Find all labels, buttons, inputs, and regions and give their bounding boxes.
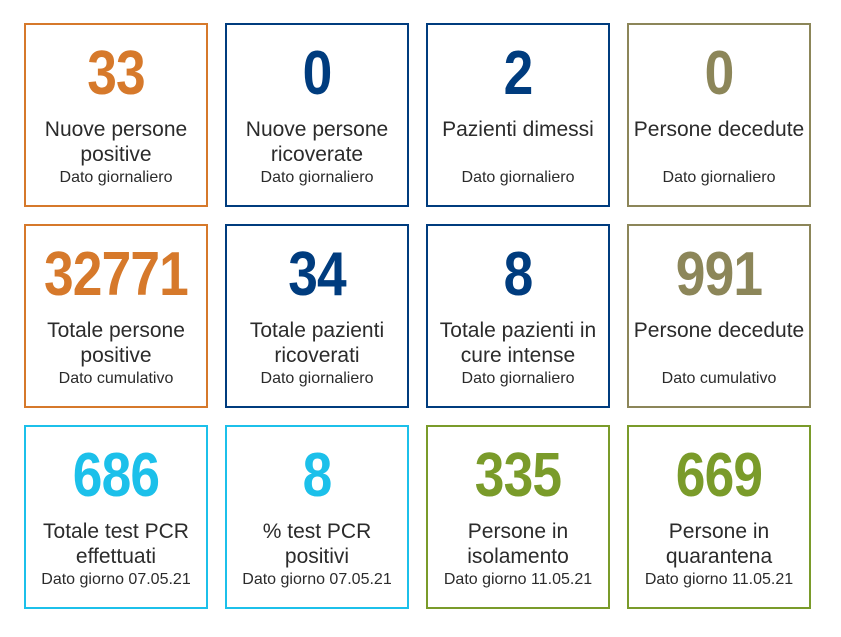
tile-label-text: Totale pazienti in cure intense [439, 319, 597, 367]
tile-discharged: 2 Pazienti dimessi Dato giornaliero [426, 23, 610, 207]
tile-new-hospitalized: 0 Nuove persone ricoverate Dato giornali… [225, 23, 409, 207]
tile-label-text: Totale persone positive [47, 319, 185, 367]
tile-value: 0 [704, 39, 735, 108]
tile-new-positive: 33 Nuove persone positive Dato giornalie… [24, 23, 208, 207]
tile-subtitle: Dato giornaliero [461, 370, 575, 387]
tile-total-positive: 32771 Totale persone positive Dato cumul… [24, 224, 208, 408]
tile-label: Persone in quarantena [633, 519, 805, 569]
tile-label-text: Persone decedute [633, 319, 805, 342]
tile-total-deceased: 991 Persone decedute Dato cumulativo [627, 224, 811, 408]
tile-value: 32771 [44, 240, 189, 309]
tile-value: 8 [302, 441, 333, 510]
tile-value: 669 [675, 441, 763, 510]
tile-total-hospitalized: 34 Totale pazienti ricoverati Dato giorn… [225, 224, 409, 408]
tile-subtitle: Dato giorno 07.05.21 [242, 571, 392, 588]
tile-value: 2 [503, 39, 534, 108]
tile-label: Persone decedute [633, 318, 805, 343]
tile-subtitle: Dato giornaliero [260, 370, 374, 387]
tile-value: 33 [87, 39, 145, 108]
tile-label: Persone decedute [633, 117, 805, 142]
tile-value: 335 [474, 441, 562, 510]
tile-subtitle: Dato giornaliero [260, 169, 374, 186]
tile-label-text: Persone in quarantena [665, 520, 773, 568]
tile-subtitle: Dato giornaliero [461, 169, 575, 186]
tile-subtitle: Dato giorno 11.05.21 [644, 571, 794, 588]
tile-pcr-tests: 686 Totale test PCR effettuati Dato gior… [24, 425, 208, 609]
tile-label: Nuove persone positive [30, 117, 202, 167]
tile-label: Totale test PCR effettuati [30, 519, 202, 569]
tile-new-deceased: 0 Persone decedute Dato giornaliero [627, 23, 811, 207]
tile-label: Pazienti dimessi [432, 117, 604, 142]
tile-label-text: Totale test PCR effettuati [43, 520, 189, 568]
tile-label-text: Nuove persone positive [44, 118, 188, 166]
tile-label: Totale pazienti in cure intense [432, 318, 604, 368]
tile-value: 0 [302, 39, 333, 108]
tile-label: Persone in isolamento [432, 519, 604, 569]
tile-pcr-positive-percent: 8 % test PCR positivi Dato giorno 07.05.… [225, 425, 409, 609]
tile-label-text: Nuove persone ricoverate [245, 118, 389, 166]
tile-subtitle: Dato giornaliero [662, 169, 776, 186]
tile-subtitle: Dato giorno 11.05.21 [443, 571, 593, 588]
tile-quarantine: 669 Persone in quarantena Dato giorno 11… [627, 425, 811, 609]
tile-label-text: Persone in isolamento [467, 520, 569, 568]
tile-label: % test PCR positivi [231, 519, 403, 569]
tile-label: Totale pazienti ricoverati [231, 318, 403, 368]
tile-value: 8 [503, 240, 534, 309]
tile-label-text: Pazienti dimessi [442, 118, 594, 141]
tile-isolation: 335 Persone in isolamento Dato giorno 11… [426, 425, 610, 609]
tile-value: 991 [675, 240, 763, 309]
tile-label-text: Totale pazienti ricoverati [249, 319, 385, 367]
tile-value: 34 [288, 240, 346, 309]
tile-label: Nuove persone ricoverate [231, 117, 403, 167]
tile-subtitle: Dato giornaliero [59, 169, 173, 186]
tile-label-text: Persone decedute [633, 118, 805, 141]
tile-subtitle: Dato cumulativo [661, 370, 777, 387]
tile-label: Totale persone positive [30, 318, 202, 368]
tile-value: 686 [72, 441, 160, 510]
tile-subtitle: Dato giorno 07.05.21 [41, 571, 191, 588]
tile-intensive-care: 8 Totale pazienti in cure intense Dato g… [426, 224, 610, 408]
tile-label-text: % test PCR positivi [262, 520, 372, 568]
tile-subtitle: Dato cumulativo [58, 370, 174, 387]
